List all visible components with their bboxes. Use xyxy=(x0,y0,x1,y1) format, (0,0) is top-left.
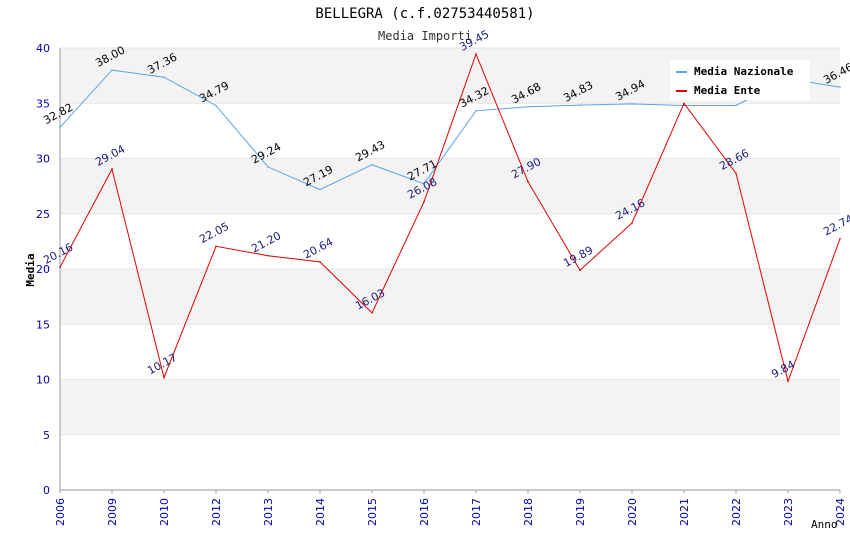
y-tick-label: 5 xyxy=(43,429,50,442)
data-label-media-ente: 20.64 xyxy=(301,235,335,261)
data-point-media-nazionale xyxy=(527,105,529,108)
y-tick-label: 35 xyxy=(36,97,50,110)
x-tick-label: 2016 xyxy=(418,498,431,526)
y-tick-label: 10 xyxy=(36,374,50,387)
y-tick-label: 15 xyxy=(36,318,50,331)
data-label-media-ente: 22.05 xyxy=(197,220,231,246)
y-tick-label: 30 xyxy=(36,153,50,166)
data-point-media-ente xyxy=(319,261,321,263)
data-point-media-nazionale xyxy=(267,166,269,168)
data-point-media-nazionale xyxy=(839,86,841,88)
band-15 xyxy=(60,269,840,325)
data-point-media-ente xyxy=(59,266,61,269)
data-label-media-ente: 10.17 xyxy=(145,351,179,377)
data-point-media-nazionale xyxy=(163,76,165,78)
x-tick-label: 2019 xyxy=(574,498,587,526)
data-point-media-nazionale xyxy=(579,104,581,106)
x-tick-labels: 2006 2009 2010 2012 2013 2014 2015 2016 2017 2018… xyxy=(54,490,847,526)
data-point-media-ente xyxy=(839,237,841,240)
series-line-media-ente xyxy=(59,52,841,384)
legend-box xyxy=(670,60,810,100)
x-tick-label: 2009 xyxy=(106,498,119,526)
x-tick-label: 2017 xyxy=(470,498,483,526)
data-point-media-ente xyxy=(423,201,425,203)
data-point-media-nazionale xyxy=(475,109,477,112)
y-tick-label: 0 xyxy=(43,484,50,497)
data-point-media-nazionale xyxy=(59,126,61,129)
x-tick-label: 2022 xyxy=(730,498,743,526)
data-label-media-ente: 22.74 xyxy=(821,212,850,238)
gridlines xyxy=(60,47,840,491)
data-point-media-ente xyxy=(787,380,789,383)
data-point-media-nazionale xyxy=(319,188,321,191)
y-tick-labels: 0 5 10 15 20 25 30 35 40 xyxy=(36,42,50,497)
x-tick-label: 2006 xyxy=(54,498,67,526)
x-tick-label: 2014 xyxy=(314,498,327,526)
data-point-media-ente xyxy=(111,168,113,170)
data-point-media-nazionale xyxy=(371,163,373,166)
band-25 xyxy=(60,158,840,214)
y-axis-label: Media xyxy=(24,253,37,286)
y-tick-label: 25 xyxy=(36,208,50,221)
data-point-media-ente xyxy=(631,222,633,224)
y-tick-label: 40 xyxy=(36,42,50,55)
x-tick-label: 2023 xyxy=(782,498,795,526)
chart-subtitle: Media Importi xyxy=(378,29,472,43)
legend: Media Nazionale Media Ente xyxy=(670,60,810,100)
data-label-media-ente: 21.20 xyxy=(249,229,283,255)
data-point-media-ente xyxy=(683,102,685,105)
data-point-media-nazionale xyxy=(111,69,113,71)
data-point-media-nazionale xyxy=(215,104,217,107)
x-axis-label: Anno xyxy=(811,518,838,531)
legend-label-media-nazionale: Media Nazionale xyxy=(694,65,794,78)
x-tick-label: 2021 xyxy=(678,498,691,526)
x-tick-label: 2024 xyxy=(834,498,847,526)
background-bands xyxy=(60,48,840,435)
data-point-media-nazionale xyxy=(423,183,425,185)
data-label-media-ente: 9.84 xyxy=(769,358,797,381)
x-tick-label: 2015 xyxy=(366,498,379,526)
data-point-media-nazionale xyxy=(631,103,633,105)
x-tick-label: 2018 xyxy=(522,498,535,526)
data-point-media-ente xyxy=(475,53,477,55)
legend-label-media-ente: Media Ente xyxy=(694,84,761,97)
data-point-media-ente xyxy=(735,172,737,175)
x-tick-label: 2012 xyxy=(210,498,223,526)
data-label-media-ente: 20.16 xyxy=(41,241,75,267)
data-point-media-ente xyxy=(163,376,165,379)
x-tick-label: 2020 xyxy=(626,498,639,526)
data-point-media-ente xyxy=(579,269,581,272)
x-tick-label: 2010 xyxy=(158,498,171,526)
band-5 xyxy=(60,379,840,435)
series-lines xyxy=(59,52,841,384)
data-point-media-ente xyxy=(267,254,269,257)
data-point-media-ente xyxy=(527,180,529,183)
x-tick-label: 2013 xyxy=(262,498,275,526)
data-point-media-ente xyxy=(215,245,217,248)
data-point-media-nazionale xyxy=(735,104,737,107)
data-point-media-ente xyxy=(371,312,373,314)
chart-title: BELLEGRA (c.f.02753440581) xyxy=(315,6,534,22)
y-tick-label: 20 xyxy=(36,263,50,276)
series-line-media-nazionale xyxy=(59,69,841,191)
